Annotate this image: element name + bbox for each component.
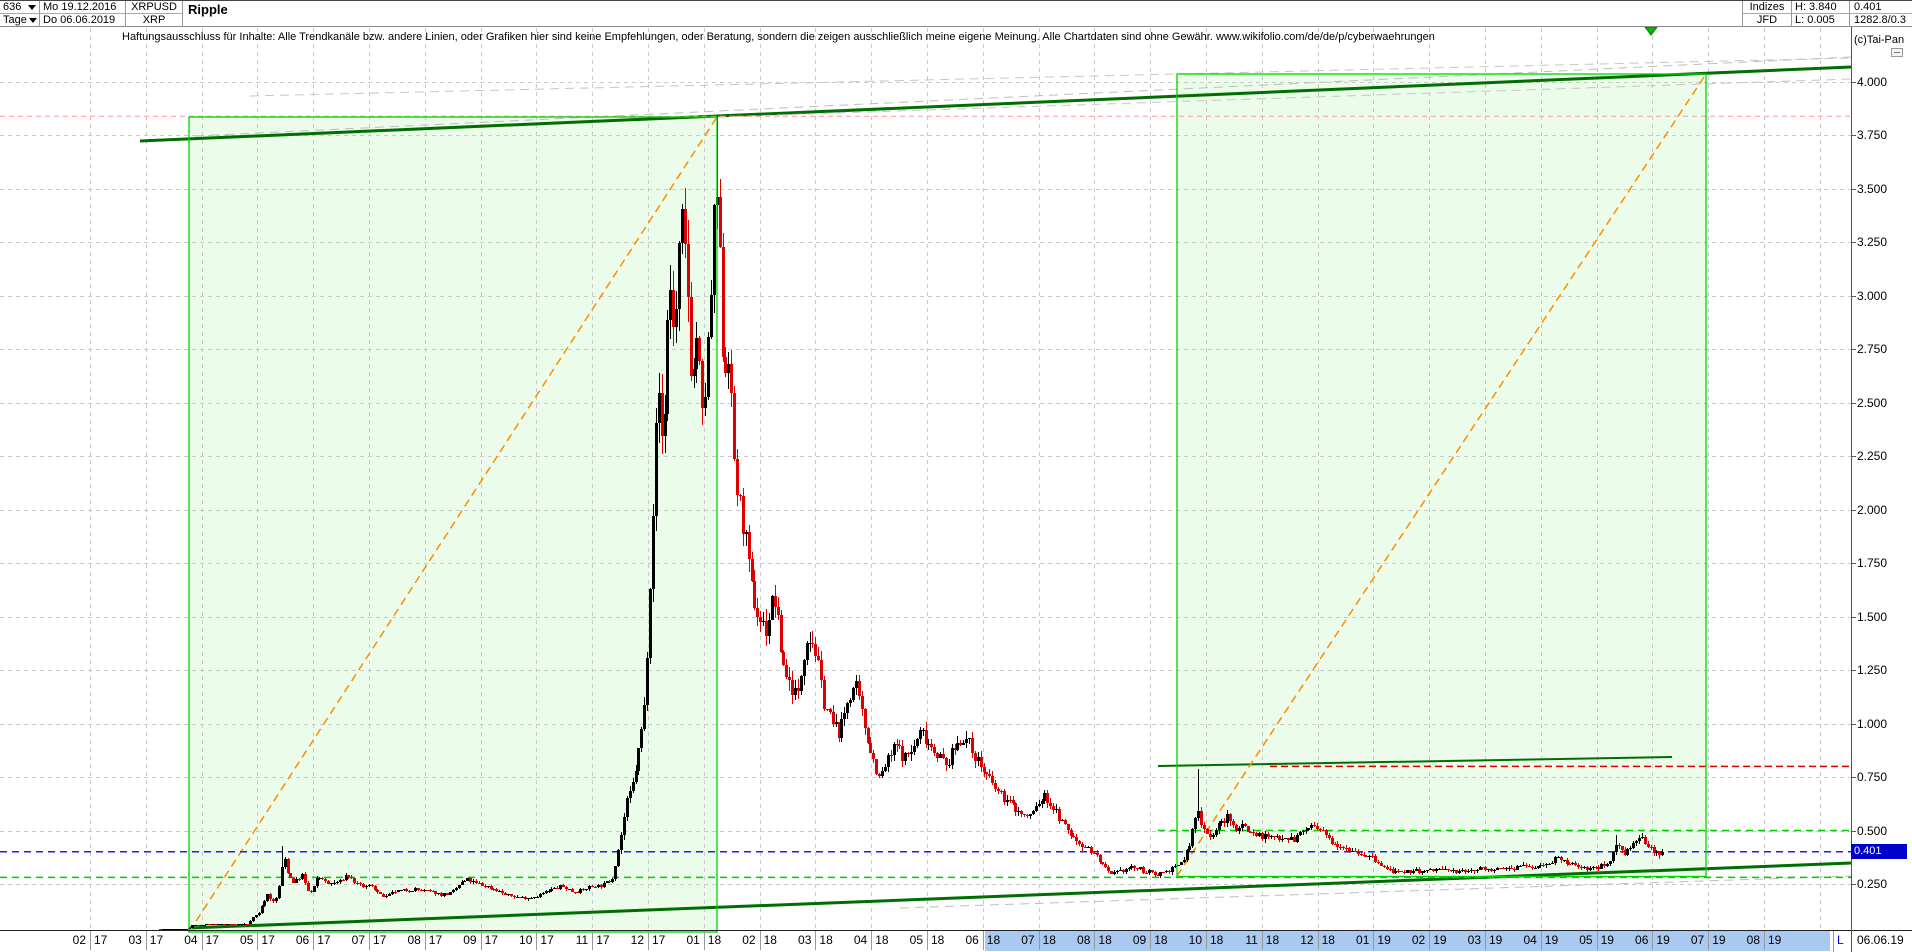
bars-count-dropdown[interactable]: 636 bbox=[0, 1, 39, 14]
month-tick-label: 07 19 bbox=[1690, 933, 1726, 947]
instrument-title: Ripple bbox=[188, 2, 228, 17]
dropdown-arrow-icon bbox=[28, 18, 37, 23]
horizontal-price-lines bbox=[0, 115, 1851, 879]
price-tick-label: 1.000 bbox=[1857, 716, 1888, 731]
trendlines bbox=[139, 56, 1852, 933]
month-tick-label: 03 18 bbox=[798, 933, 833, 947]
price-tick-label: 1.500 bbox=[1857, 609, 1888, 624]
symbol-code: XRPUSD bbox=[126, 1, 182, 14]
price-tick-label: 4.000 bbox=[1857, 75, 1888, 89]
month-tick-label: 06 19 bbox=[1635, 933, 1670, 947]
month-tick-label: 04 17 bbox=[184, 933, 219, 947]
month-tick-label: 02 19 bbox=[1411, 933, 1447, 947]
low-date-marker: L bbox=[1837, 933, 1844, 947]
month-tick-label: 01 18 bbox=[686, 933, 722, 947]
month-tick-label: 04 18 bbox=[853, 933, 889, 947]
symbol-short: XRP bbox=[142, 14, 166, 26]
month-tick-label: 08 18 bbox=[1077, 933, 1112, 947]
month-tick-label: 01 19 bbox=[1356, 933, 1391, 947]
copyright-label: (c)Tai-Pan bbox=[1854, 34, 1905, 46]
period-value: Tage bbox=[3, 14, 27, 26]
trend-channel-fills bbox=[189, 74, 1706, 932]
month-tick-label: 07 17 bbox=[351, 933, 387, 947]
low-value: L: 0.005 bbox=[1795, 14, 1835, 26]
price-tick-label: 0.250 bbox=[1857, 877, 1888, 891]
date-range-cell: Mo 19.12.2016 Do 06.06.2019 bbox=[40, 1, 126, 27]
gridlines bbox=[0, 28, 1856, 930]
header-bar: 636 Tage Mo 19.12.2016 Do 06.06.2019 XRP… bbox=[0, 0, 1912, 27]
last-date-label: 06.06.19 bbox=[1857, 933, 1904, 947]
price-tick-label: 3.500 bbox=[1857, 181, 1888, 196]
month-tick-label: 09 18 bbox=[1132, 933, 1168, 947]
month-tick-label: 12 17 bbox=[630, 933, 666, 947]
month-tick-label: 07 18 bbox=[1021, 933, 1056, 947]
price-tick-label: 2.000 bbox=[1857, 502, 1888, 517]
bars-period-selectors: 636 Tage bbox=[0, 1, 40, 27]
last-price-badge: 0.401 bbox=[1851, 843, 1907, 859]
high-low-cell: H: 3.840 L: 0.005 bbox=[1791, 1, 1849, 27]
minimize-icon bbox=[1894, 52, 1900, 53]
candlesticks bbox=[159, 116, 1664, 930]
signal-arrow-icon bbox=[1644, 26, 1658, 36]
last-price-value: 0.401 bbox=[1850, 1, 1912, 14]
month-tick-label: 11 17 bbox=[575, 933, 610, 947]
high-value: H: 3.840 bbox=[1792, 1, 1849, 14]
month-tick-label: 10 18 bbox=[1188, 933, 1224, 947]
month-tick-label: 05 19 bbox=[1579, 933, 1614, 947]
month-tick-label: 08 19 bbox=[1746, 933, 1782, 947]
collapse-pane-button[interactable] bbox=[1891, 48, 1903, 57]
price-tick-label: 1.750 bbox=[1857, 556, 1888, 571]
price-tick-label: 3.750 bbox=[1857, 128, 1888, 143]
month-tick-label: 08 17 bbox=[407, 933, 443, 947]
price-tick-label: 0.750 bbox=[1857, 770, 1888, 785]
price-tick-label: 2.750 bbox=[1857, 342, 1888, 357]
provider-indizes: Indizes bbox=[1743, 1, 1791, 14]
last-price-cell: 0.401 1282.8/0.3 bbox=[1849, 1, 1912, 27]
date-to: Do 06.06.2019 bbox=[43, 14, 116, 26]
price-tick-label: 3.000 bbox=[1857, 288, 1888, 303]
month-tick-label: 06 18 bbox=[965, 933, 1001, 947]
price-tick-label: 2.250 bbox=[1857, 449, 1888, 464]
price-tick-label: 3.250 bbox=[1857, 235, 1888, 250]
period-dropdown[interactable]: Tage bbox=[0, 14, 39, 27]
date-from: Mo 19.12.2016 bbox=[40, 1, 125, 14]
month-tick-label: 05 17 bbox=[240, 933, 275, 947]
axis-decorations bbox=[0, 27, 1912, 952]
month-tick-label: 09 17 bbox=[463, 933, 498, 947]
price-tick-label: 2.500 bbox=[1857, 395, 1888, 410]
month-tick-label: 05 18 bbox=[909, 933, 945, 947]
month-tick-label: 03 19 bbox=[1467, 933, 1503, 947]
month-tick-label: 11 18 bbox=[1245, 933, 1280, 947]
price-tick-label: 1.250 bbox=[1857, 663, 1888, 678]
month-tick-label: 10 17 bbox=[519, 933, 554, 947]
month-tick-label: 12 18 bbox=[1300, 933, 1335, 947]
symbol-cell: XRPUSD XRP bbox=[126, 1, 183, 27]
month-tick-label: 06 17 bbox=[295, 933, 331, 947]
bars-count-value: 636 bbox=[3, 1, 22, 13]
trend-channel-borders bbox=[188, 73, 1707, 933]
month-tick-label: 02 18 bbox=[742, 933, 777, 947]
month-tick-label: 03 17 bbox=[128, 933, 164, 947]
month-tick-label: 04 19 bbox=[1523, 933, 1559, 947]
dropdown-arrow-icon bbox=[28, 4, 36, 10]
disclaimer-text: Haftungsausschluss für Inhalte: Alle Tre… bbox=[122, 31, 1435, 43]
volume-info: 1282.8/0.3 bbox=[1854, 14, 1906, 26]
price-tick-label: 0.500 bbox=[1857, 823, 1888, 838]
provider-jfd: JFD bbox=[1756, 14, 1778, 26]
month-tick-label: 02 17 bbox=[72, 933, 108, 947]
provider-cell: Indizes JFD bbox=[1742, 1, 1791, 27]
